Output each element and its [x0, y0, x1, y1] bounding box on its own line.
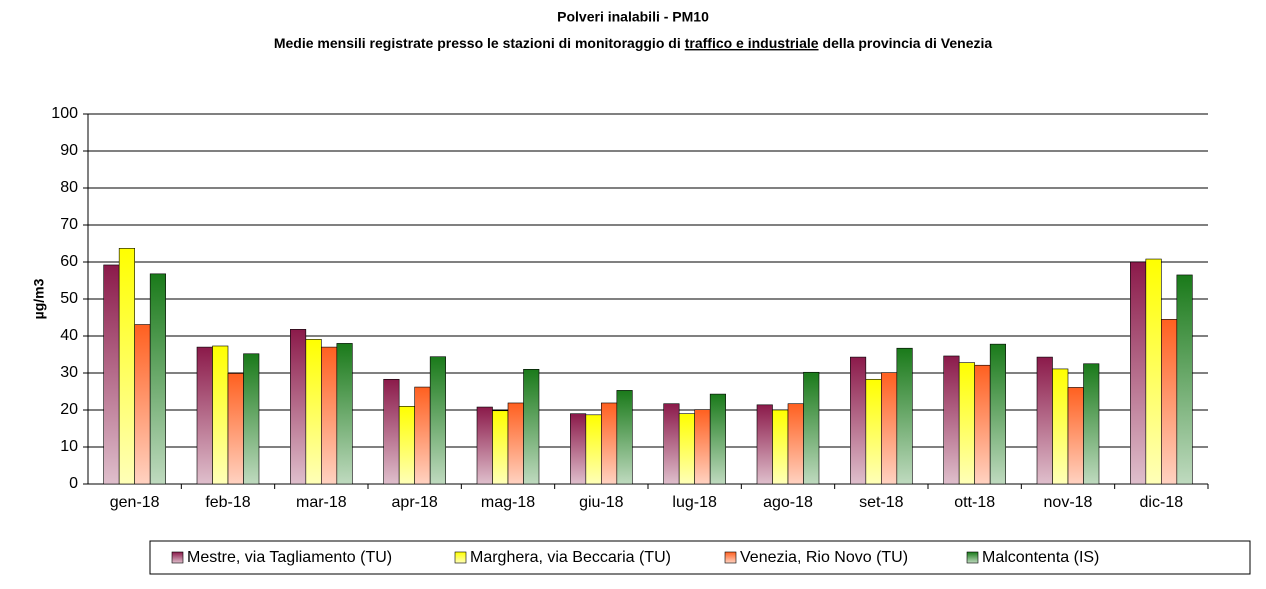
bar [943, 355, 960, 485]
bar [974, 364, 991, 485]
bar [149, 273, 166, 485]
bar [429, 356, 446, 485]
bar [383, 378, 400, 485]
x-tick-label: mag-18 [481, 494, 535, 511]
bar [570, 413, 587, 485]
legend-swatch [966, 551, 979, 564]
chart-subtitle: Medie mensili registrate presso le stazi… [274, 35, 993, 51]
bar [601, 402, 618, 485]
y-tick-label: 50 [60, 290, 78, 307]
x-tick-label: set-18 [859, 494, 904, 511]
y-tick-label: 70 [60, 216, 78, 233]
bar [1130, 261, 1147, 485]
bar [507, 402, 524, 485]
bar [196, 346, 213, 485]
bar [1161, 319, 1178, 485]
legend-label: Malcontenta (IS) [982, 549, 1099, 566]
x-tick-label: ott-18 [954, 494, 995, 511]
bar [103, 264, 120, 485]
bar [290, 329, 307, 485]
bar [212, 345, 229, 485]
x-tick-label: feb-18 [205, 494, 250, 511]
y-tick-label: 80 [60, 179, 78, 196]
bar [305, 339, 322, 485]
y-tick-label: 100 [51, 105, 78, 122]
bar [1083, 363, 1100, 485]
x-tick-label: giu-18 [579, 494, 624, 511]
bar [336, 343, 353, 485]
bar [523, 368, 540, 485]
bar [865, 378, 882, 485]
y-tick-label: 30 [60, 364, 78, 381]
bar [227, 373, 244, 485]
bar [243, 353, 260, 485]
subtitle-part: traffico e industriale [685, 35, 819, 51]
bar [881, 372, 898, 485]
subtitle-part: della provincia di Venezia [823, 35, 993, 51]
bar [787, 403, 804, 485]
y-tick-label: 10 [60, 438, 78, 455]
x-tick-label: apr-18 [392, 494, 438, 511]
bar [492, 410, 509, 485]
x-tick-label: ago-18 [763, 494, 813, 511]
bar [663, 403, 680, 485]
bar [803, 371, 820, 485]
bar [694, 409, 711, 485]
legend-label: Venezia, Rio Novo (TU) [740, 549, 908, 566]
y-axis-label: µg/m3 [31, 278, 47, 319]
bar [772, 409, 789, 485]
bar [616, 390, 633, 485]
bar [476, 406, 493, 485]
bar [1145, 258, 1162, 485]
bar [1052, 368, 1069, 485]
x-tick-label: mar-18 [296, 494, 347, 511]
bar [678, 413, 695, 485]
legend-swatch [724, 551, 737, 564]
legend-box [149, 540, 1251, 575]
bar [896, 347, 913, 485]
legend-label: Mestre, via Tagliamento (TU) [187, 549, 392, 566]
bar [850, 356, 867, 485]
chart-title: Polveri inalabili - PM10 [557, 9, 709, 25]
y-tick-label: 0 [69, 475, 78, 492]
bar [1036, 356, 1053, 485]
y-tick-label: 40 [60, 327, 78, 344]
y-tick-label: 20 [60, 401, 78, 418]
bar [585, 414, 602, 485]
x-tick-label: nov-18 [1044, 494, 1093, 511]
bar [989, 343, 1006, 485]
bar [321, 346, 338, 485]
x-tick-label: dic-18 [1140, 494, 1184, 511]
legend-swatch [454, 551, 467, 564]
y-tick-label: 60 [60, 253, 78, 270]
x-tick-label: gen-18 [110, 494, 160, 511]
bar [1176, 274, 1193, 485]
legend-swatch [171, 551, 184, 564]
legend-label: Marghera, via Beccaria (TU) [470, 549, 671, 566]
y-tick-label: 90 [60, 142, 78, 159]
subtitle-part: Medie mensili registrate presso le stazi… [274, 35, 681, 51]
bar [134, 324, 151, 485]
bar [118, 248, 135, 485]
bar [398, 405, 415, 485]
x-tick-label: lug-18 [672, 494, 717, 511]
bar [1067, 387, 1084, 485]
bar [756, 404, 773, 485]
bar [958, 362, 975, 485]
bar [709, 393, 726, 485]
bar [414, 386, 431, 485]
